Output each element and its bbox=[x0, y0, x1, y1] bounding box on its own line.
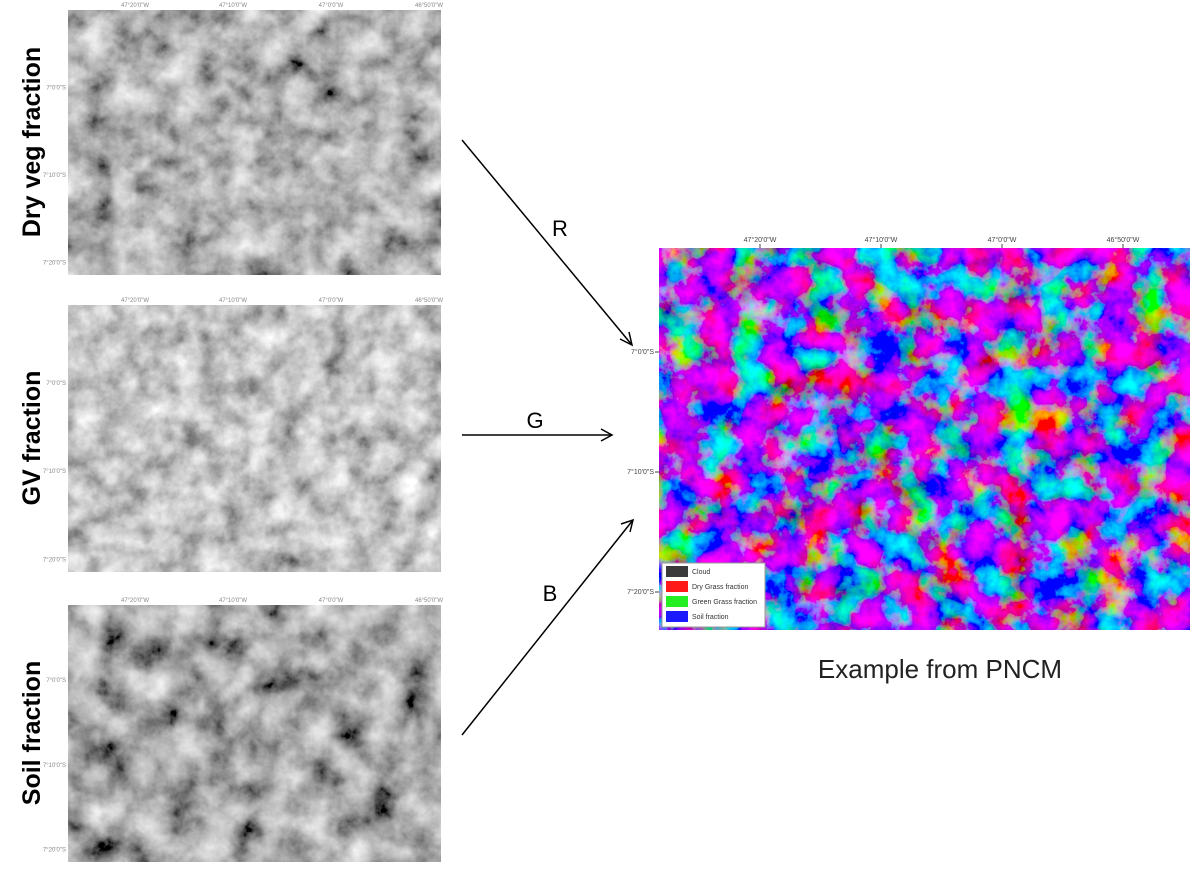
panel-label: Dry veg fraction bbox=[18, 47, 46, 237]
tiny-lon-label: 47°20'0"W bbox=[121, 298, 149, 304]
arrow-head bbox=[620, 518, 635, 533]
tiny-lon-label: 46°50'0"W bbox=[415, 3, 443, 9]
lat-label: 7°20'0"S bbox=[627, 588, 654, 596]
tiny-lat-label: 7°20'0"S bbox=[43, 557, 66, 563]
legend-label: Soil fraction bbox=[692, 614, 729, 621]
arrow-b bbox=[461, 519, 634, 736]
tiny-lat-label: 7°0'0"S bbox=[46, 381, 66, 387]
tiny-lat-label: 7°20'0"S bbox=[43, 260, 66, 266]
legend: Cloud Dry Grass fraction Green Grass fract… bbox=[661, 562, 766, 628]
legend-label: Green Grass fraction bbox=[692, 599, 757, 606]
tiny-lon-label: 47°0'0"W bbox=[319, 298, 344, 304]
legend-label: Cloud bbox=[692, 569, 710, 576]
lon-label: 47°10'0"W bbox=[865, 236, 898, 244]
lon-label: 46°50'0"W bbox=[1107, 236, 1140, 244]
lon-label: 47°0'0"W bbox=[988, 236, 1017, 244]
tiny-lon-label: 47°10'0"W bbox=[219, 298, 247, 304]
map-caption: Example from PNCM bbox=[818, 654, 1062, 684]
dry-veg-image bbox=[67, 9, 442, 276]
arrows bbox=[461, 139, 635, 736]
lat-label: 7°10'0"S bbox=[627, 468, 654, 476]
lat-label: 7°0'0"S bbox=[631, 348, 654, 356]
legend-swatch bbox=[666, 581, 688, 592]
tiny-lon-label: 47°20'0"W bbox=[121, 598, 149, 604]
legend-label: Dry Grass fraction bbox=[692, 584, 749, 591]
arrow-head bbox=[619, 331, 634, 347]
panel-label: GV fraction bbox=[18, 371, 46, 506]
arrow-label: R bbox=[552, 216, 568, 241]
arrow-label: B bbox=[543, 581, 558, 606]
tiny-lat-label: 7°20'0"S bbox=[43, 848, 66, 854]
tiny-lon-label: 46°50'0"W bbox=[415, 298, 443, 304]
tiny-lat-label: 7°0'0"S bbox=[46, 678, 66, 684]
gv-image bbox=[67, 304, 442, 573]
tiny-lon-label: 47°10'0"W bbox=[219, 598, 247, 604]
soil-image bbox=[67, 604, 442, 863]
lon-label: 47°20'0"W bbox=[744, 236, 777, 244]
tiny-lat-label: 7°0'0"S bbox=[46, 86, 66, 92]
tiny-lat-label: 7°10'0"S bbox=[43, 763, 66, 769]
tiny-lon-label: 47°0'0"W bbox=[319, 3, 344, 9]
panel-label: Soil fraction bbox=[18, 661, 46, 805]
arrow-head bbox=[600, 428, 614, 442]
tiny-lon-label: 47°10'0"W bbox=[219, 3, 247, 9]
tiny-lat-label: 7°10'0"S bbox=[43, 173, 66, 179]
arrow-label: G bbox=[526, 408, 543, 433]
tiny-lon-label: 47°20'0"W bbox=[121, 3, 149, 9]
tiny-lon-label: 46°50'0"W bbox=[415, 598, 443, 604]
tiny-lat-label: 7°10'0"S bbox=[43, 469, 66, 475]
tiny-lon-label: 47°0'0"W bbox=[319, 598, 344, 604]
arrow-r bbox=[461, 139, 633, 346]
legend-swatch bbox=[666, 596, 688, 607]
legend-swatch bbox=[666, 611, 688, 622]
legend-swatch bbox=[666, 566, 688, 577]
